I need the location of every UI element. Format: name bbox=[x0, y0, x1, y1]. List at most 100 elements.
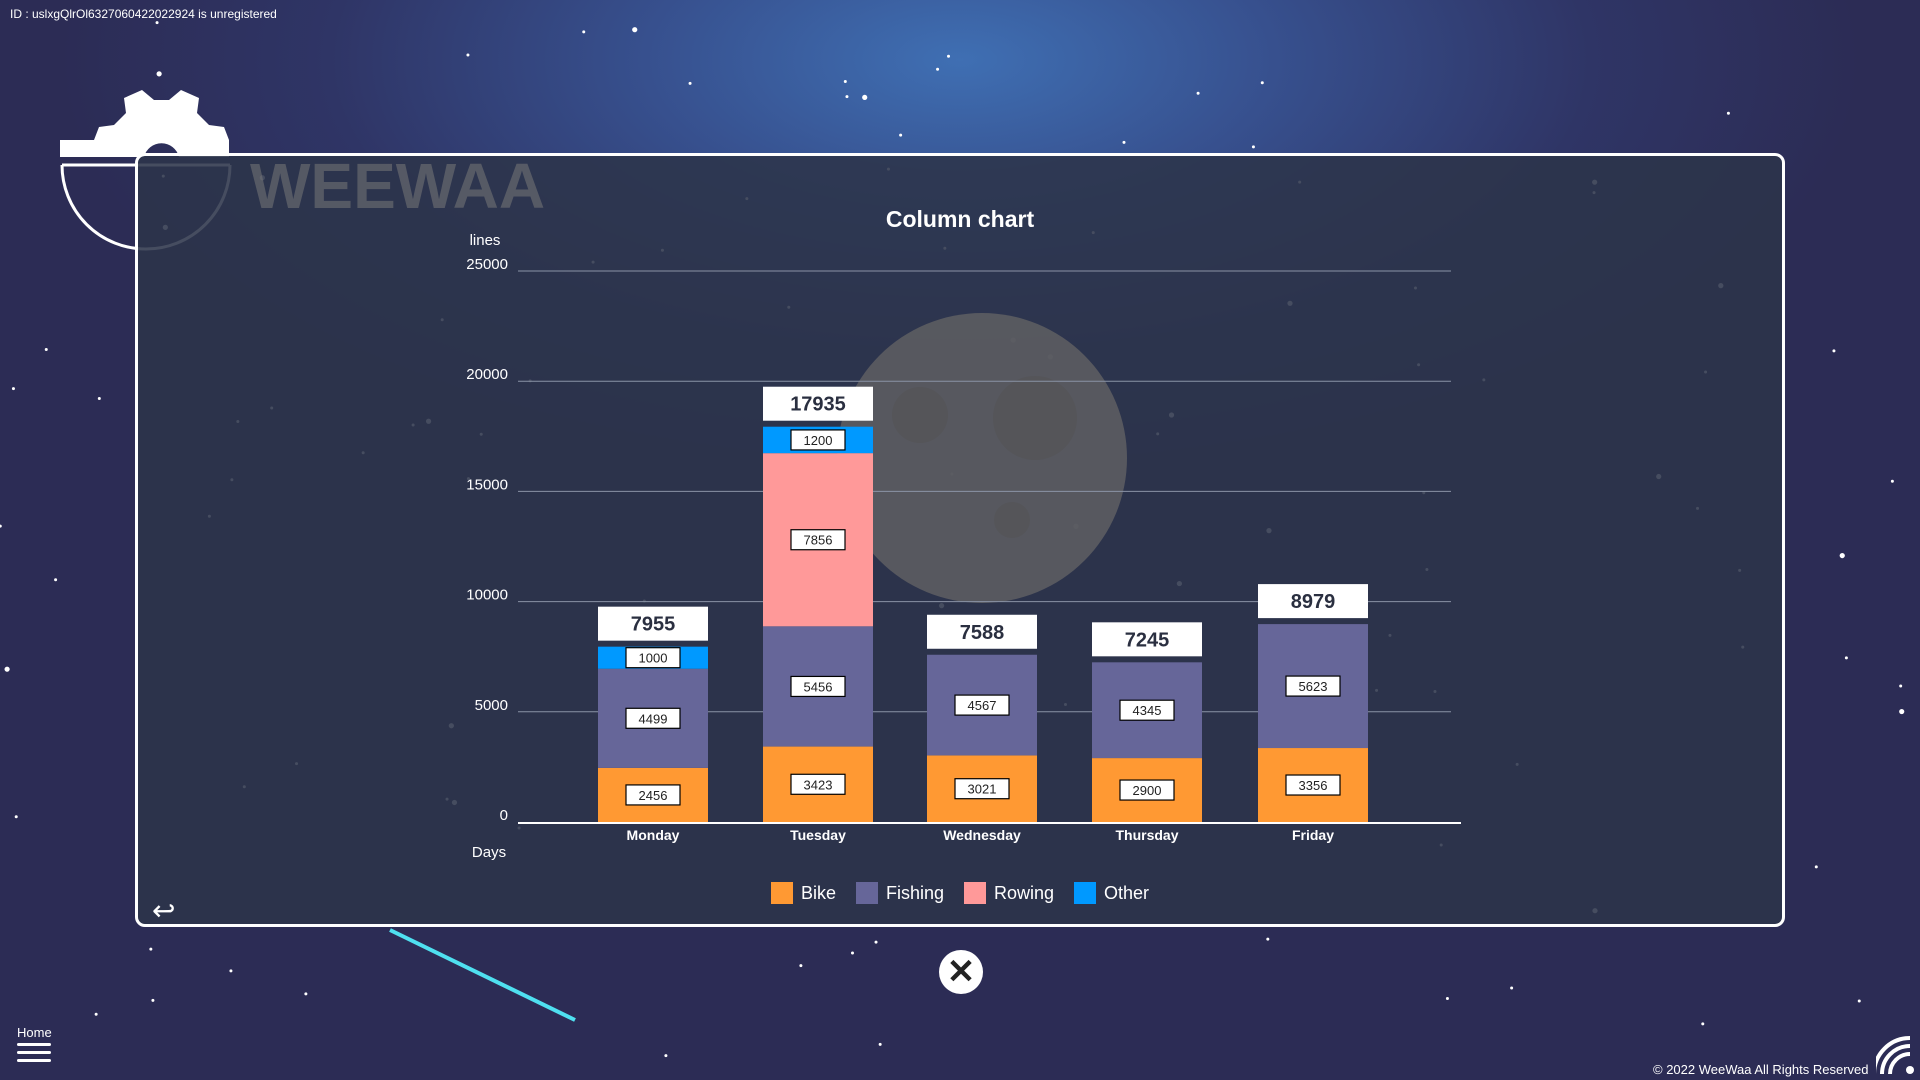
segment-value-label: 3356 bbox=[1299, 778, 1328, 793]
total-value-label: 17935 bbox=[790, 394, 846, 416]
home-label[interactable]: Home bbox=[17, 1025, 52, 1040]
star bbox=[688, 81, 692, 85]
segment-label-box bbox=[1119, 779, 1175, 801]
star bbox=[94, 1012, 98, 1016]
logo-watermark: WEEWAA bbox=[250, 150, 546, 222]
star bbox=[874, 940, 878, 944]
chart-title: Column chart bbox=[885, 206, 1035, 232]
star bbox=[1857, 999, 1861, 1003]
star bbox=[582, 30, 586, 34]
star bbox=[1899, 684, 1903, 688]
segment-label-box bbox=[790, 773, 846, 795]
x-tick-label: Monday bbox=[627, 827, 680, 843]
star bbox=[4, 666, 10, 672]
segment-value-label: 1000 bbox=[639, 651, 668, 666]
segment-value-label: 3423 bbox=[804, 777, 833, 792]
star bbox=[1122, 140, 1126, 144]
segment-value-label: 3021 bbox=[968, 782, 997, 797]
star bbox=[845, 95, 849, 99]
total-label-box bbox=[927, 614, 1037, 649]
segment-value-label: 5623 bbox=[1299, 679, 1328, 694]
star bbox=[1196, 91, 1200, 95]
y-tick-label: 15000 bbox=[466, 476, 508, 493]
star bbox=[936, 67, 940, 71]
y-tick-label: 10000 bbox=[466, 587, 508, 604]
hamburger-icon[interactable] bbox=[17, 1043, 51, 1067]
y-tick-label: 0 bbox=[500, 807, 508, 824]
star bbox=[1890, 479, 1894, 483]
copyright-text: © 2022 WeeWaa All Rights Reserved bbox=[1653, 1062, 1869, 1077]
segment-label-box bbox=[790, 429, 846, 451]
legend-item-rowing[interactable]: Rowing bbox=[963, 882, 1055, 904]
star bbox=[947, 54, 951, 58]
segment-label-box bbox=[954, 778, 1010, 800]
total-value-label: 7245 bbox=[1125, 629, 1170, 651]
legend-item-other[interactable]: Other bbox=[1074, 882, 1149, 904]
segment-label-box bbox=[1285, 675, 1341, 697]
star bbox=[1266, 937, 1270, 941]
star bbox=[632, 27, 638, 33]
star bbox=[1899, 708, 1905, 715]
segment-value-label: 7856 bbox=[804, 533, 833, 548]
legend-swatch bbox=[770, 882, 793, 904]
segment-value-label: 2456 bbox=[639, 788, 668, 803]
legend-label: Fishing bbox=[885, 882, 944, 903]
legend-item-bike[interactable]: Bike bbox=[770, 882, 836, 904]
legend-swatch bbox=[963, 882, 986, 904]
star bbox=[304, 992, 308, 996]
y-axis-label: lines bbox=[470, 232, 501, 249]
star bbox=[0, 524, 2, 528]
legend-label: Rowing bbox=[993, 882, 1055, 903]
wifi-icon bbox=[1876, 1036, 1914, 1075]
total-value-label: 7588 bbox=[960, 622, 1005, 644]
segment-value-label: 4345 bbox=[1133, 703, 1162, 718]
star bbox=[466, 53, 470, 57]
total-value-label: 8979 bbox=[1291, 591, 1336, 613]
segment-value-label: 4567 bbox=[968, 698, 997, 713]
segment-label-box bbox=[790, 529, 846, 551]
legend-item-fishing[interactable]: Fishing bbox=[855, 882, 944, 904]
star bbox=[1445, 997, 1449, 1001]
y-tick-label: 20000 bbox=[466, 366, 508, 383]
segment-label-box bbox=[954, 694, 1010, 716]
moon-crater bbox=[892, 387, 948, 443]
star bbox=[1839, 552, 1845, 559]
star bbox=[54, 578, 58, 582]
x-tick-label: Friday bbox=[1292, 827, 1334, 843]
star bbox=[1844, 656, 1848, 660]
segment-label-box bbox=[625, 707, 681, 729]
star bbox=[1832, 349, 1836, 353]
segment-value-label: 5456 bbox=[804, 679, 833, 694]
registration-id-text: ID : uslxgQlrOl6327060422022924 is unreg… bbox=[10, 7, 277, 21]
x-tick-label: Tuesday bbox=[790, 827, 846, 843]
star bbox=[11, 387, 15, 391]
back-arrow-icon[interactable]: ↩ bbox=[152, 895, 176, 926]
legend-label: Bike bbox=[800, 882, 836, 903]
total-label-box bbox=[598, 606, 708, 641]
star bbox=[149, 947, 153, 951]
star bbox=[843, 79, 847, 83]
star bbox=[1251, 145, 1255, 149]
x-tick-label: Wednesday bbox=[943, 827, 1021, 843]
x-tick-label: Thursday bbox=[1115, 827, 1178, 843]
star bbox=[850, 951, 854, 955]
moon-crater bbox=[993, 376, 1077, 460]
segment-value-label: 2900 bbox=[1133, 783, 1162, 798]
star bbox=[664, 1054, 668, 1058]
segment-label-box bbox=[625, 784, 681, 806]
total-label-box bbox=[1092, 622, 1202, 657]
star bbox=[899, 133, 903, 137]
close-button[interactable]: ✕ bbox=[939, 950, 983, 994]
star bbox=[14, 815, 18, 819]
segment-label-box bbox=[625, 647, 681, 669]
total-value-label: 7955 bbox=[631, 614, 676, 636]
star bbox=[151, 998, 155, 1002]
legend-label: Other bbox=[1104, 882, 1150, 903]
moon-crater bbox=[994, 502, 1030, 538]
star bbox=[44, 348, 48, 352]
total-label-box bbox=[763, 386, 873, 421]
star bbox=[1701, 1022, 1705, 1026]
y-tick-label: 5000 bbox=[475, 697, 508, 714]
chart-legend: Bike Fishing Rowing Other bbox=[0, 882, 1920, 904]
